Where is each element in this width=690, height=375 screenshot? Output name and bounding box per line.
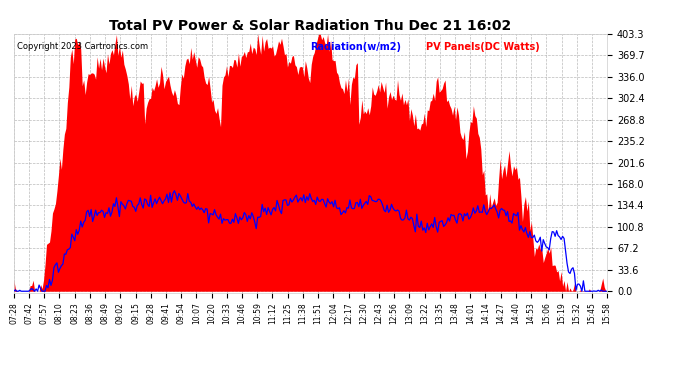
Title: Total PV Power & Solar Radiation Thu Dec 21 16:02: Total PV Power & Solar Radiation Thu Dec…: [110, 19, 511, 33]
Text: Radiation(w/m2): Radiation(w/m2): [310, 42, 402, 51]
Text: Copyright 2023 Cartronics.com: Copyright 2023 Cartronics.com: [17, 42, 148, 51]
Text: PV Panels(DC Watts): PV Panels(DC Watts): [426, 42, 540, 51]
